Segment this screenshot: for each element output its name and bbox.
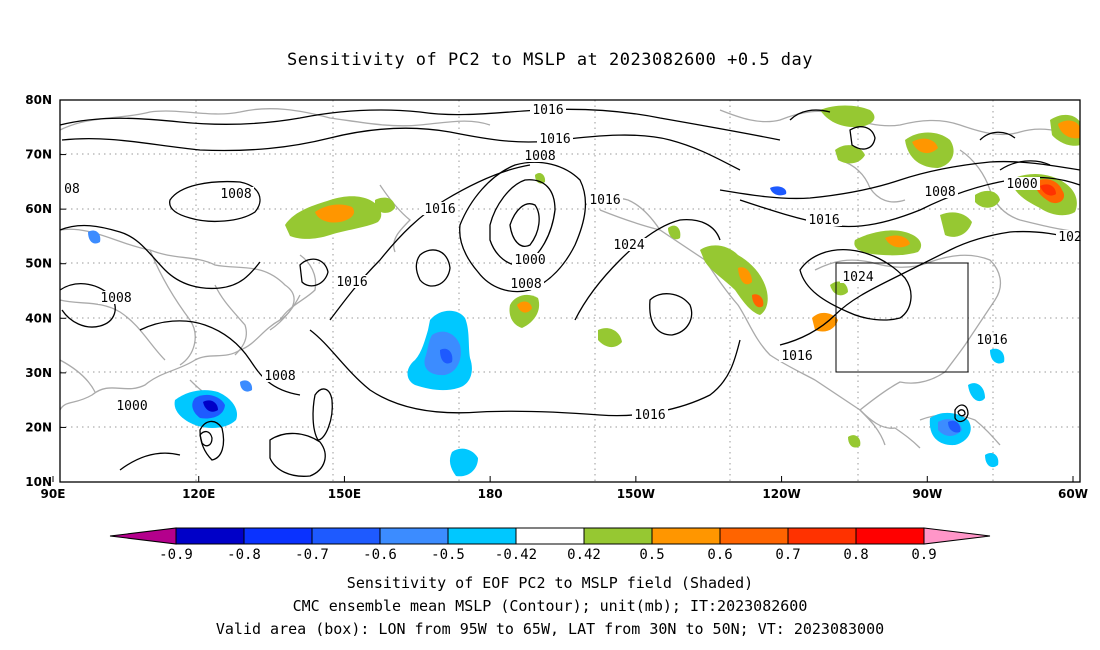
lon-tick-label: 150W [617,487,655,501]
colorbar-segment [583,527,653,545]
lon-tick-label: 120E [182,487,215,501]
contour-label: 1024 [613,238,644,253]
contour-label: 1000 [1006,177,1037,192]
colorbar-label: -0.8 [227,547,261,563]
colorbar-segment [515,527,585,545]
colorbar-end-high [923,527,991,545]
colorbar-segment [719,527,789,545]
mslp-contours [59,108,1081,477]
contour-label: 1016 [634,408,665,423]
colorbar-label: -0.7 [295,547,329,563]
lon-tick-labels: 90E 120E 150E 180 150W 120W 90W 60W [41,476,1088,501]
contour-label: 1016 [539,132,570,147]
contour-label: 08 [64,182,80,197]
lat-tick-label: 40N [25,311,52,325]
contour-label: 1008 [264,369,295,384]
contour-label: 1016 [424,202,455,217]
contour-label: 1000 [514,253,545,268]
colorbar-segment [311,527,381,545]
lat-tick-label: 10N [25,475,52,489]
contour-label: 1016 [336,275,367,290]
colorbar-label: 0.8 [843,547,868,563]
colorbar-segment [855,527,925,545]
lon-tick-label: 90W [912,487,942,501]
colorbar: -0.9 -0.8 -0.7 -0.6 -0.5 -0.42 0.42 0.5 0.6 0.7 0.… [109,527,991,563]
lon-tick-label: 120W [762,487,800,501]
contour-labels: 1016 1016 1008 1008 1016 1016 1016 1024 1000 1008… [62,103,1084,423]
colorbar-label: 0.6 [707,547,732,563]
lat-tick-label: 80N [25,93,52,107]
colorbar-label: -0.9 [159,547,193,563]
contour-label: 1000 [116,399,147,414]
contour-label: 1016 [808,213,839,228]
contour-label: 1008 [510,277,541,292]
colorbar-label: 0.42 [567,547,601,563]
caption-line-1: Sensitivity of EOF PC2 to MSLP field (Sh… [346,574,754,592]
colorbar-label: -0.5 [431,547,465,563]
contour-label: 1016 [976,333,1007,348]
colorbar-segment [175,527,245,545]
contour-label: 1016 [589,193,620,208]
lat-tick-label: 60N [25,202,52,216]
lon-tick-label: 60W [1058,487,1088,501]
contour-label: 1016 [781,349,812,364]
colorbar-segment [379,527,449,545]
colorbar-label: -0.42 [495,547,537,563]
lat-tick-label: 20N [25,420,52,434]
valid-area-box [835,262,969,373]
colorbar-label: 0.9 [911,547,936,563]
sensitivity-map: 1016 1016 1008 1008 1016 1016 1016 1024 1000 1008… [25,93,1088,563]
shaded-sensitivity [88,105,1080,477]
lat-tick-label: 50N [25,257,52,271]
lon-tick-label: 180 [478,487,503,501]
contour-label: 1008 [524,149,555,164]
colorbar-label: -0.6 [363,547,397,563]
colorbar-segment [447,527,517,545]
caption-line-3: Valid area (box): LON from 95W to 65W, L… [215,620,885,638]
lat-tick-label: 30N [25,366,52,380]
colorbar-segment [787,527,857,545]
contour-label: 1008 [100,291,131,306]
caption-line-2: CMC ensemble mean MSLP (Contour); unit(m… [292,597,808,615]
lon-tick-label: 90E [41,487,66,501]
colorbar-end-low [109,527,177,545]
lat-tick-label: 70N [25,148,52,162]
contour-label: 1024 [842,270,873,285]
colorbar-label: 0.5 [639,547,664,563]
contour-label: 1008 [220,187,251,202]
lon-tick-label: 150E [328,487,361,501]
contour-label: 1016 [532,103,563,118]
colorbar-segment [243,527,313,545]
colorbar-label: 0.7 [775,547,800,563]
lat-tick-labels: 80N 70N 60N 50N 40N 30N 20N 10N [25,93,66,489]
contour-label: 1008 [924,185,955,200]
map-frame [59,99,1081,483]
colorbar-segment [651,527,721,545]
contour-label: 102 [1058,230,1081,245]
plot-title: Sensitivity of PC2 to MSLP at 2023082600… [286,50,813,70]
